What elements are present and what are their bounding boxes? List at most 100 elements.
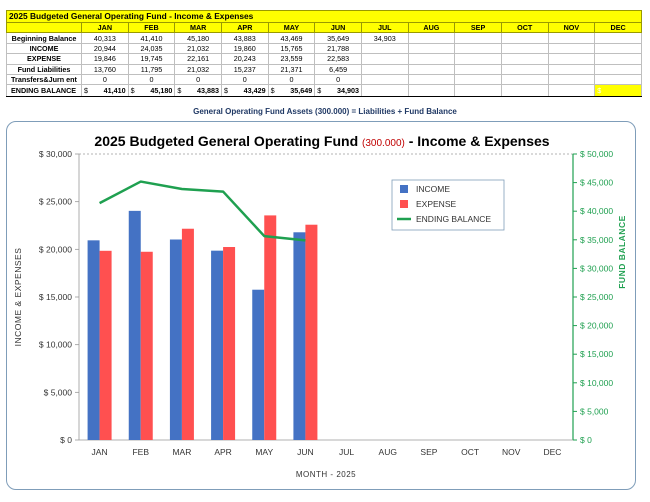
expense-bar [181, 228, 194, 440]
month-header: OCT [500, 21, 549, 34]
table-cell [594, 63, 642, 75]
legend-box [391, 179, 505, 231]
table-cell: 20,944 [81, 42, 129, 55]
table-cell: 21,032 [174, 63, 222, 75]
right-tick-label: $ 20,000 [580, 321, 613, 331]
table-cell [454, 63, 502, 75]
expense-bar [264, 215, 277, 440]
right-tick-label: $ 50,000 [580, 149, 613, 159]
chart-title-amount: (300.000) [362, 138, 405, 149]
table-cell [500, 42, 549, 55]
y2-axis-title: FUND BALANCE [617, 215, 627, 289]
right-tick-label: $ 30,000 [580, 263, 613, 273]
table-cell [594, 32, 642, 44]
table-cell: 21,371 [267, 63, 316, 75]
table-cell [407, 42, 456, 55]
table-cell [500, 73, 549, 86]
table-cell: 19,846 [81, 53, 129, 65]
table-cell: 6,459 [314, 63, 362, 75]
month-header: JUL [360, 21, 409, 34]
legend-label: ENDING BALANCE [416, 214, 491, 224]
table-row: INCOME 20,944 24,035 21,032 19,860 15,765 21,7… [6, 42, 642, 55]
currency-symbol: $ [177, 86, 182, 96]
income-bar [252, 289, 265, 440]
ending-balance-row: ENDING BALANCE $41,410 $45,180 $43,883 $43,4… [6, 84, 642, 98]
month-header: MAR [174, 21, 222, 34]
left-tick-label: $ 0 [60, 435, 72, 445]
table-cell [594, 73, 642, 86]
ending-balance-cell [547, 84, 596, 98]
legend-label: INCOME [416, 184, 450, 194]
table-cell [407, 53, 456, 65]
table-cell [594, 53, 642, 65]
table-cell: 0 [267, 73, 316, 86]
income-bar [293, 232, 306, 440]
table-cell [500, 32, 549, 44]
table-cell: 0 [174, 73, 222, 86]
ending-balance-cell: $45,180 [127, 84, 176, 98]
right-tick-label: $ 45,000 [580, 178, 613, 188]
row-label: Fund Liabilities [6, 63, 82, 75]
row-label: INCOME [6, 42, 82, 55]
table-cell: 34,903 [360, 32, 409, 44]
left-tick-label: $ 25,000 [39, 197, 72, 207]
expense-bar [99, 250, 112, 440]
table-cell [454, 73, 502, 86]
table-cell [547, 32, 596, 44]
right-tick-label: $ 15,000 [580, 349, 613, 359]
table-cell [500, 63, 549, 75]
table-cell: 21,032 [174, 42, 222, 55]
row-label: Transfers&Jurn ent [6, 73, 82, 86]
table-cell [454, 42, 502, 55]
chart-title-part: - Income & Expenses [405, 133, 550, 149]
month-header: NOV [547, 21, 596, 34]
ending-balance-cell [407, 84, 456, 98]
table-title: 2025 Budgeted General Operating Fund - I… [6, 10, 642, 23]
fund-assets-caption: General Operating Fund Assets (300.000) … [193, 107, 457, 116]
table-cell [407, 63, 456, 75]
row-label: Beginning Balance [6, 32, 82, 44]
right-tick-label: $ 35,000 [580, 235, 613, 245]
x-tick-label: SEP [420, 447, 437, 457]
table-cell [547, 53, 596, 65]
table-cell [360, 42, 409, 55]
table-cell: 19,860 [220, 42, 269, 55]
table-cell: 22,583 [314, 53, 362, 65]
left-tick-label: $ 5,000 [44, 387, 73, 397]
row-label: ENDING BALANCE [6, 84, 82, 98]
x-tick-label: FEB [132, 447, 149, 457]
table-cell: 41,410 [127, 32, 176, 44]
x-tick-label: NOV [502, 447, 521, 457]
month-header: MAY [267, 21, 316, 34]
expense-bar [305, 224, 318, 440]
month-header: APR [220, 21, 269, 34]
table-cell [407, 73, 456, 86]
table-row: Beginning Balance 40,313 41,410 45,180 43,88… [6, 32, 642, 44]
table-cell [360, 53, 409, 65]
table-cell [454, 32, 502, 44]
ending-balance-value: 35,649 [290, 86, 313, 96]
table-row: EXPENSE 19,846 19,745 22,161 20,243 23,559 22,… [6, 53, 642, 65]
header-blank [6, 21, 82, 34]
income-bar [211, 250, 224, 440]
table-title-row: 2025 Budgeted General Operating Fund - I… [6, 10, 642, 23]
x-tick-label: JUN [297, 447, 314, 457]
currency-symbol: $ [130, 86, 135, 96]
right-tick-label: $ 25,000 [580, 292, 613, 302]
table-cell: 0 [81, 73, 129, 86]
budget-table: 2025 Budgeted General Operating Fund - I… [6, 10, 642, 98]
legend-label: EXPENSE [416, 199, 456, 209]
table-cell [547, 63, 596, 75]
table-cell: 35,649 [314, 32, 362, 44]
table-cell: 19,745 [127, 53, 176, 65]
table-cell [547, 73, 596, 86]
currency-symbol: $ [270, 86, 275, 96]
month-header-row: JAN FEB MAR APR MAY JUN JUL AUG SEP OCT NOV DEC [6, 21, 642, 34]
table-cell: 45,180 [174, 32, 222, 44]
table-cell [454, 53, 502, 65]
right-tick-label: $ 10,000 [580, 378, 613, 388]
table-cell: 22,161 [174, 53, 222, 65]
income-bar [169, 239, 182, 440]
table-cell [360, 63, 409, 75]
ending-balance-cell: $35,649 [267, 84, 316, 98]
